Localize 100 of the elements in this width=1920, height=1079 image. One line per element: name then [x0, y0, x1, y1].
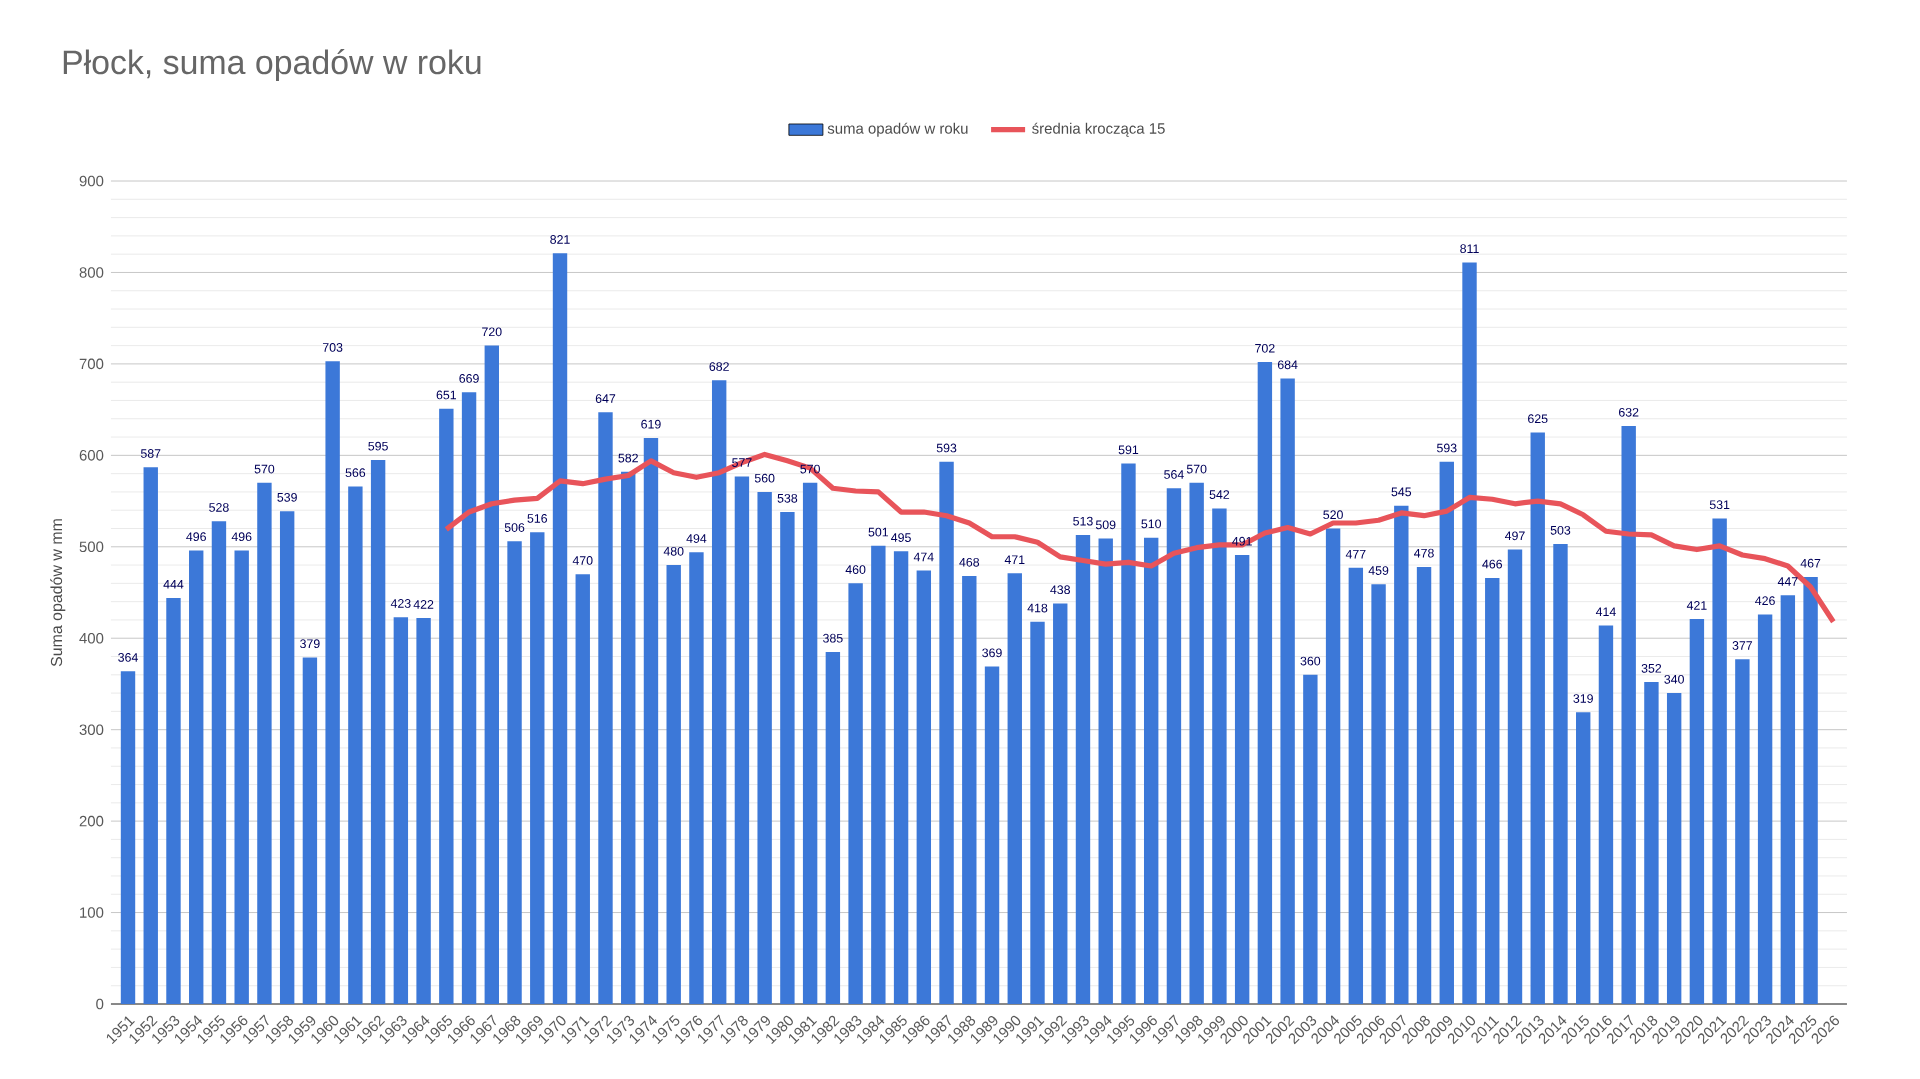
data-label: 501	[868, 527, 889, 537]
y-tick-label: 800	[79, 267, 104, 278]
bar	[939, 461, 954, 1004]
data-label: 319	[1573, 694, 1593, 703]
bar	[575, 574, 590, 1004]
data-label: 538	[777, 493, 798, 503]
bar	[257, 482, 272, 1004]
data-label: 369	[982, 648, 1002, 658]
bar	[1553, 544, 1568, 1004]
legend-label: suma opadów w roku	[827, 122, 968, 137]
bar	[734, 476, 750, 1004]
bar	[1189, 482, 1204, 1004]
data-label: 438	[1050, 585, 1071, 595]
bar	[393, 617, 409, 1004]
bar	[1644, 682, 1659, 1004]
bar	[598, 412, 613, 1004]
y-tick-label: 400	[79, 632, 104, 644]
bar	[189, 550, 204, 1004]
data-label: 528	[209, 503, 229, 512]
bar	[962, 576, 977, 1004]
bar	[461, 392, 477, 1004]
bar	[984, 666, 1000, 1004]
data-label: 477	[1345, 549, 1366, 559]
data-label: 379	[300, 639, 320, 649]
data-label: 570	[254, 464, 275, 474]
data-label: 682	[709, 362, 729, 371]
data-label: 593	[1436, 443, 1457, 453]
bar	[1712, 518, 1727, 1004]
data-label: 460	[845, 565, 866, 574]
data-label: 495	[891, 533, 911, 542]
data-label: 542	[1209, 490, 1230, 499]
data-label: 625	[1528, 414, 1548, 424]
bar	[1280, 378, 1295, 1004]
data-label: 426	[1755, 596, 1775, 606]
bar	[1689, 619, 1705, 1004]
bar	[348, 486, 363, 1004]
data-label: 632	[1619, 407, 1639, 417]
bar	[530, 532, 545, 1004]
bar	[1348, 567, 1364, 1004]
data-label: 811	[1460, 244, 1479, 253]
bar	[1030, 621, 1045, 1004]
data-label: 422	[413, 600, 434, 609]
bar	[325, 361, 340, 1004]
data-label: 520	[1323, 510, 1343, 520]
bar	[484, 345, 499, 1004]
bar	[1075, 534, 1091, 1004]
data-label: 503	[1550, 525, 1571, 535]
bar	[120, 671, 136, 1004]
data-label: 474	[913, 552, 934, 562]
bar	[1371, 584, 1386, 1004]
bar	[302, 657, 318, 1004]
data-label: 497	[1504, 531, 1525, 541]
data-label: 545	[1391, 487, 1412, 497]
bar	[1439, 461, 1454, 1004]
bar	[1257, 362, 1273, 1004]
y-tick-label: 100	[80, 907, 104, 918]
data-label: 684	[1277, 360, 1298, 370]
y-tick-label: 500	[79, 541, 104, 553]
data-label: 821	[550, 235, 570, 244]
data-label: 447	[1777, 577, 1798, 586]
data-label: 496	[186, 532, 206, 542]
bar	[711, 380, 727, 1004]
bar	[439, 408, 454, 1004]
data-label: 647	[595, 394, 616, 403]
bar	[1234, 555, 1250, 1004]
y-tick-label: 600	[79, 450, 104, 461]
bar	[1530, 432, 1545, 1004]
bar	[757, 491, 772, 1004]
data-label: 560	[754, 473, 775, 483]
bar	[1621, 426, 1636, 1004]
bar	[1098, 538, 1113, 1004]
bar	[1780, 595, 1796, 1004]
bar	[643, 437, 659, 1004]
bar	[1166, 488, 1182, 1004]
bar	[666, 565, 681, 1004]
y-tick-label: 300	[79, 724, 104, 735]
bar	[166, 597, 181, 1004]
data-label: 360	[1300, 656, 1321, 666]
bar	[370, 459, 386, 1004]
bar	[1735, 659, 1750, 1004]
y-axis-title: Suma opadów w mm	[50, 519, 66, 667]
data-label: 509	[1095, 520, 1116, 530]
data-label: 703	[322, 343, 343, 352]
bar	[1143, 537, 1159, 1004]
data-label: 471	[1004, 555, 1025, 564]
bar	[143, 467, 158, 1004]
bar	[1507, 549, 1523, 1004]
data-label: 470	[572, 556, 593, 565]
data-label: 506	[504, 523, 525, 532]
bar	[825, 651, 841, 1004]
data-label: 352	[1641, 663, 1662, 673]
bar	[1803, 576, 1818, 1004]
bar	[1576, 712, 1591, 1004]
data-label: 496	[231, 532, 252, 542]
bar	[621, 471, 636, 1004]
legend-label: średnia krocząca 15	[1032, 122, 1165, 137]
data-label: 570	[1186, 464, 1207, 474]
bar	[1007, 573, 1022, 1004]
bar	[416, 618, 431, 1004]
data-label: 591	[1118, 445, 1139, 455]
